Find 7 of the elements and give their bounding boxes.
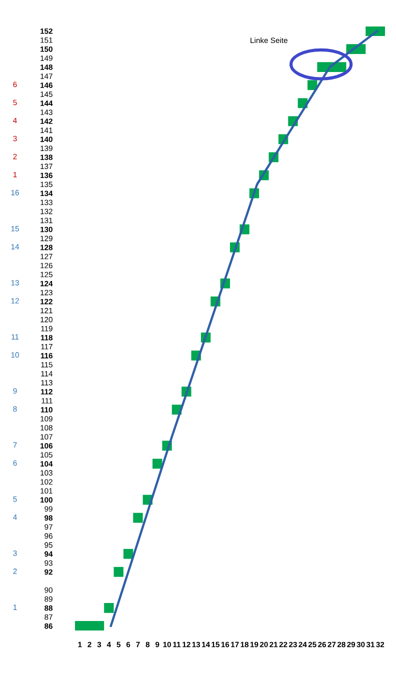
bar (123, 548, 134, 559)
bar (152, 458, 162, 469)
bar (133, 512, 143, 523)
bar (104, 603, 114, 613)
bar (114, 566, 124, 577)
bar (75, 621, 104, 630)
bar (308, 80, 318, 90)
